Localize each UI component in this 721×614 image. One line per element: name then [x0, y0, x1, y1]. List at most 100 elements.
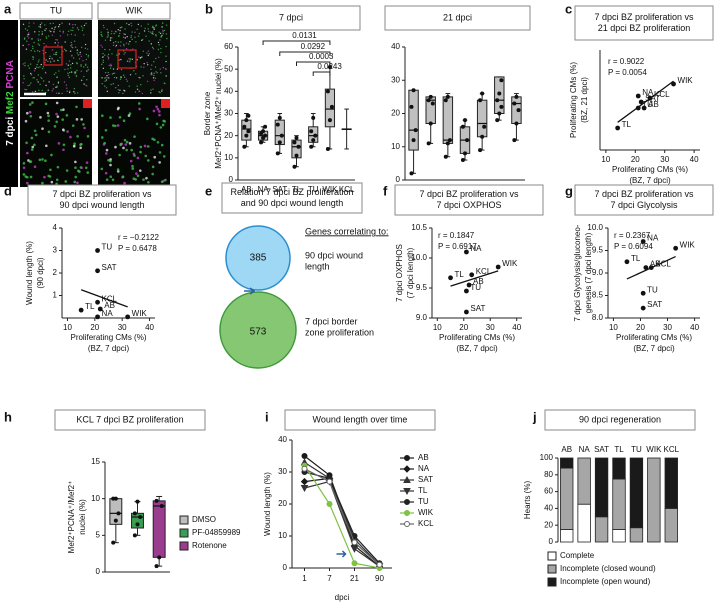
micro-dot — [102, 24, 105, 27]
micro-dot — [123, 138, 127, 142]
micro-dot — [71, 43, 73, 46]
column-header-box — [19, 2, 93, 20]
micro-dot — [104, 48, 106, 51]
y-axis-label: 7 dpci Glycolysis/gluconeo- — [573, 224, 582, 321]
micro-dot — [57, 44, 59, 47]
data-point — [246, 113, 251, 118]
micro-dot — [70, 41, 72, 44]
set-count: 385 — [250, 253, 267, 264]
micro-dot — [63, 81, 66, 83]
micro-dot — [102, 67, 105, 70]
micro-dot — [68, 60, 71, 62]
micro-dot — [140, 66, 142, 68]
micro-dot — [41, 181, 44, 185]
marker — [300, 477, 309, 486]
micro-dot — [73, 180, 77, 184]
micro-dot — [55, 53, 57, 56]
micro-dot — [136, 88, 139, 90]
micro-dot — [31, 101, 34, 104]
micro-dot — [32, 56, 34, 58]
micro-dot — [55, 178, 59, 182]
micro-dot — [154, 66, 157, 68]
micro-dot — [76, 49, 79, 51]
title-box — [574, 184, 714, 216]
point-label: AB — [473, 277, 484, 286]
title-box — [221, 182, 363, 214]
micro-dot — [36, 79, 38, 81]
micro-dot — [70, 45, 72, 47]
chart-title: 7 dpci BZ proliferation vs — [419, 189, 519, 199]
legend-marker — [404, 510, 410, 516]
data-point — [313, 133, 318, 138]
micro-dot — [67, 30, 70, 32]
micro-dot — [39, 39, 42, 41]
y-tick-label: 10.5 — [411, 223, 427, 232]
micro-dot — [47, 60, 49, 63]
micro-dot — [165, 55, 167, 57]
micro-dot — [142, 75, 144, 77]
micro-dot — [69, 90, 71, 92]
micro-dot — [26, 151, 29, 155]
micro-dot — [155, 71, 157, 73]
chart-title: 90 dpci regeneration — [579, 414, 661, 424]
micro-dot — [141, 92, 144, 95]
micro-dot — [67, 72, 69, 74]
micro-dot — [130, 22, 132, 25]
micro-dot — [101, 35, 103, 38]
micro-dot — [105, 148, 109, 152]
bar-segment — [594, 516, 609, 543]
micro-dot — [54, 27, 56, 29]
micro-dot — [51, 34, 54, 36]
x-tick-label: AB — [561, 445, 572, 454]
y-axis-label: Hearts (%) — [523, 481, 532, 520]
title-box — [544, 409, 696, 431]
data-point — [640, 290, 646, 296]
x-tick-label: 30 — [660, 155, 669, 164]
micro-dot — [30, 50, 32, 52]
micro-dot — [115, 77, 118, 79]
micro-dot — [65, 50, 67, 52]
marker — [326, 478, 333, 485]
micro-dot — [37, 81, 39, 83]
y-tick-label: 0 — [96, 567, 101, 576]
y-axis-label: Mef2⁺PCNA⁺/Mef2⁺ — [67, 481, 76, 554]
x-tick-label: 21 — [350, 574, 359, 583]
micro-dot — [141, 39, 143, 42]
significance-bracket — [279, 51, 331, 56]
data-point — [277, 115, 282, 120]
point-label: SAT — [645, 94, 660, 103]
micro-dot — [120, 76, 122, 79]
micro-dot — [139, 150, 142, 154]
micro-dot — [142, 50, 144, 52]
x-tick-label: WIK — [322, 185, 338, 194]
data-point — [495, 118, 500, 123]
micro-dot — [45, 51, 47, 54]
micro-dot — [55, 112, 58, 116]
micro-dot — [107, 58, 110, 60]
title-box — [27, 184, 177, 216]
micro-dot — [68, 76, 70, 79]
data-point — [624, 259, 630, 265]
y-axis-label: (90 dpci) — [36, 257, 45, 288]
micro-dot — [47, 89, 49, 91]
micro-dot — [45, 144, 48, 148]
micro-dot — [85, 161, 89, 164]
x-tick-label: TU — [308, 185, 319, 194]
micro-dot — [107, 158, 110, 162]
micro-dot — [104, 54, 106, 56]
micro-dot — [58, 70, 60, 72]
legend-label: Rotenone — [192, 541, 227, 550]
x-axis-label: (BZ, 7 dpci) — [633, 344, 675, 353]
micro-dot — [126, 60, 129, 62]
series-line — [304, 468, 380, 566]
micro-dot — [25, 111, 29, 115]
micro-dot — [68, 91, 71, 94]
data-point — [499, 78, 504, 83]
micro-dot — [33, 41, 35, 44]
micro-dot — [110, 32, 113, 35]
y-tick-label: 60 — [224, 42, 233, 51]
micro-dot — [120, 41, 122, 43]
micro-dot — [43, 42, 45, 45]
legend-marker — [403, 488, 411, 496]
micro-dot — [86, 79, 88, 81]
